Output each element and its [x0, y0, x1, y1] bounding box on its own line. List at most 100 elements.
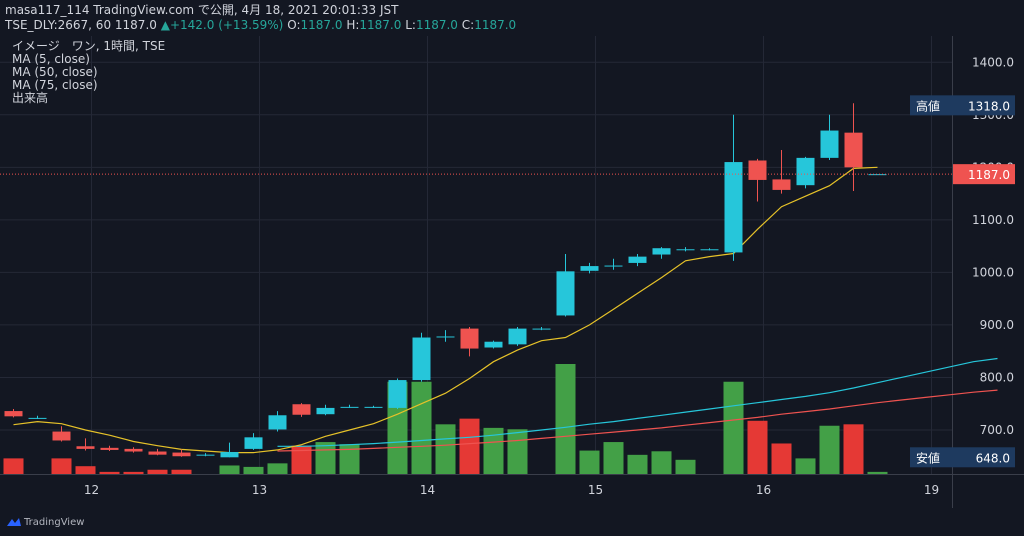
volume-bar [3, 458, 24, 474]
price-change: +142.0 (+13.59%) [169, 18, 284, 32]
volume-bar [723, 381, 744, 474]
x-tick-label: 19 [924, 483, 939, 497]
last-price-label: 1187.0 [968, 168, 1010, 182]
candle-body [124, 448, 143, 452]
volume-bar [147, 469, 168, 474]
legend-ma5[interactable]: MA (5, close) [12, 52, 90, 66]
candle-body [292, 404, 311, 415]
candle-body [4, 411, 23, 417]
volume-bar [651, 451, 672, 474]
volume-bar [411, 381, 432, 474]
last-price: 1187.0 [114, 18, 157, 32]
legend-ma50[interactable]: MA (50, close) [12, 65, 98, 79]
candle-body [268, 415, 287, 430]
candle-body [148, 451, 167, 455]
volume-bar [483, 427, 504, 474]
candle-body [340, 406, 359, 408]
legend-ma75[interactable]: MA (75, close) [12, 78, 98, 92]
candle-body [748, 160, 767, 180]
volume-bar [123, 471, 144, 474]
candle-body [724, 162, 743, 253]
volume-bar [603, 442, 624, 474]
volume-bar [267, 463, 288, 474]
candle-body [604, 265, 623, 267]
volume-bar [435, 424, 456, 474]
volume-bar [795, 458, 816, 474]
candle-body [196, 454, 215, 456]
volume-bar [75, 466, 96, 474]
candle-body [484, 341, 503, 348]
volume-bar [843, 424, 864, 474]
high-marker-tag [910, 95, 1015, 116]
low-marker-value: 648.0 [976, 451, 1010, 465]
x-tick-label: 12 [84, 483, 99, 497]
candle-body [796, 157, 815, 186]
y-tick-label: 1000.0 [972, 265, 1014, 279]
volume-bar [315, 442, 336, 474]
candle-body [28, 417, 47, 419]
ma50-line [277, 357, 998, 447]
high-marker-name: 高値 [916, 98, 940, 113]
candle-body [844, 132, 863, 168]
y-tick-label: 700.0 [980, 423, 1014, 437]
candle-body [172, 452, 191, 457]
volume-bar [627, 454, 648, 474]
volume-bar [459, 418, 480, 474]
high-label: H: [346, 18, 360, 32]
volume-bar [771, 443, 792, 474]
high-marker-value: 1318.0 [968, 99, 1010, 113]
candle-body [628, 256, 647, 263]
candle-body [772, 179, 791, 190]
low-value: 1187.0 [415, 18, 458, 32]
candle-body [460, 328, 479, 349]
candle-body [76, 446, 95, 449]
open-value: 1187.0 [300, 18, 343, 32]
candle-body [700, 249, 719, 251]
volume-bar [747, 420, 768, 474]
up-arrow-icon: ▲ [160, 18, 170, 32]
candle-body [316, 407, 335, 415]
tradingview-logo-icon[interactable] [6, 516, 22, 528]
volume-bar [51, 458, 72, 474]
volume-bar [219, 465, 240, 474]
candle-body [388, 380, 407, 408]
volume-bar [819, 425, 840, 474]
publish-info: masa117_114 TradingView.com で公開, 4月 18, … [5, 3, 399, 17]
close-label: C: [461, 18, 475, 32]
open-label: O: [287, 18, 301, 32]
x-tick-label: 15 [588, 483, 603, 497]
low-marker-tag [910, 447, 1015, 468]
candle-body [52, 431, 71, 441]
volume-bar [555, 364, 576, 474]
last-price-tag [953, 164, 1015, 185]
footer: TradingView [0, 508, 1024, 536]
y-tick-label: 1100.0 [972, 213, 1014, 227]
y-tick-label: 800.0 [980, 370, 1014, 384]
ma75-line [277, 389, 998, 452]
volume-bar [291, 445, 312, 474]
x-tick-label: 16 [756, 483, 771, 497]
brand-label[interactable]: TradingView [24, 517, 85, 528]
symbol-label[interactable]: TSE_DLY:2667, 60 [5, 18, 112, 32]
legend-title[interactable]: イメージ ワン, 1時間, TSE [12, 39, 166, 53]
volume-bar [675, 459, 696, 474]
legend-volume[interactable]: 出来高 [12, 91, 49, 105]
y-tick-label: 1400.0 [972, 55, 1014, 69]
volume-bar [171, 469, 192, 474]
candle-body [556, 271, 575, 316]
volume-bar [867, 471, 888, 474]
candle-body [580, 266, 599, 271]
high-value: 1187.0 [359, 18, 402, 32]
candle-body [676, 249, 695, 251]
candle-body [100, 447, 119, 450]
low-label: L: [405, 18, 416, 32]
candle-body [532, 328, 551, 330]
chart-header: masa117_114 TradingView.com で公開, 4月 18, … [0, 0, 1024, 36]
price-chart[interactable]: 700.0800.0900.01000.01100.01200.01300.01… [0, 36, 1024, 508]
candle-body [868, 174, 887, 176]
candle-body [364, 406, 383, 408]
candle-body [412, 337, 431, 381]
candle-body [652, 248, 671, 255]
symbol-ohlc-line: TSE_DLY:2667, 60 1187.0 ▲+142.0 (+13.59%… [5, 18, 516, 32]
y-tick-label: 900.0 [980, 318, 1014, 332]
